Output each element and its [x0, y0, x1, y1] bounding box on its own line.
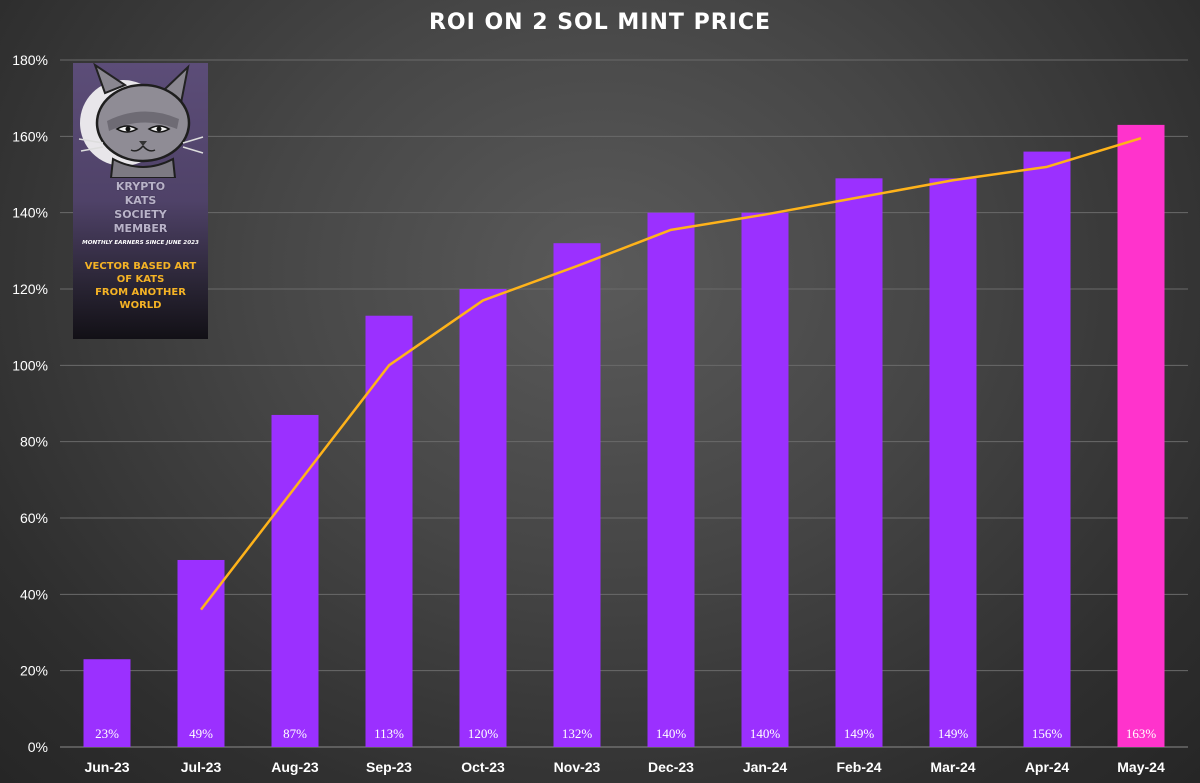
x-tick-label: Apr-24 [1025, 759, 1070, 775]
bar [835, 178, 883, 748]
x-axis-ticks: Jun-23 Jul-23 Aug-23 Sep-23 Oct-23 Nov-23 Dec-… [84, 759, 1165, 775]
y-tick-label: 140% [12, 205, 48, 221]
promo-description: VECTOR BASED ART OF KATS FROM ANOTHER WO… [84, 261, 197, 311]
trend-line [200, 137, 1142, 611]
x-tick-label: Jan-24 [743, 759, 788, 775]
x-tick-label: Mar-24 [930, 759, 975, 775]
promo-card: KRYPTO KATS SOCIETY MEMBER MONTHLY EARNE… [73, 63, 208, 339]
y-tick-label: 120% [12, 281, 48, 297]
data-label: 149% [844, 726, 875, 741]
y-tick-label: 20% [20, 663, 48, 679]
x-tick-label: Feb-24 [836, 759, 881, 775]
y-tick-label: 160% [12, 128, 48, 144]
data-label: 120% [468, 726, 499, 741]
bar [271, 414, 319, 747]
y-tick-label: 60% [20, 510, 48, 526]
data-label: 113% [374, 726, 404, 741]
y-axis-ticks: 0% 20% 40% 60% 80% 100% 120% 140% 160% 180% [12, 52, 48, 755]
x-tick-label: Aug-23 [271, 759, 319, 775]
data-label: 163% [1126, 726, 1157, 741]
bar [459, 289, 507, 747]
bar [365, 315, 413, 747]
data-label: 132% [562, 726, 593, 741]
y-tick-label: 0% [28, 739, 48, 755]
bar [1117, 124, 1165, 748]
cat-face-icon [78, 63, 204, 178]
trend-line-path [200, 137, 1142, 611]
y-tick-label: 180% [12, 52, 48, 68]
x-tick-label: Oct-23 [461, 759, 505, 775]
data-label: 87% [283, 726, 307, 741]
x-tick-label: Jul-23 [181, 759, 222, 775]
data-label: 140% [656, 726, 687, 741]
y-tick-label: 100% [12, 357, 48, 373]
data-label: 149% [938, 726, 969, 741]
bar [741, 212, 789, 747]
x-tick-label: Jun-23 [84, 759, 129, 775]
bar [83, 659, 131, 747]
y-tick-label: 80% [20, 434, 48, 450]
bars [83, 124, 1165, 748]
x-tick-label: Dec-23 [648, 759, 694, 775]
data-label: 49% [189, 726, 213, 741]
x-tick-label: Nov-23 [554, 759, 601, 775]
x-tick-label: Sep-23 [366, 759, 412, 775]
data-label: 140% [750, 726, 781, 741]
data-label: 156% [1032, 726, 1063, 741]
bar [553, 243, 601, 747]
bar [929, 178, 977, 748]
x-tick-label: May-24 [1117, 759, 1165, 775]
promo-tagline: MONTHLY EARNERS SINCE JUNE 2023 [82, 240, 199, 246]
data-labels: 23% 49% 87% 113% 120% 132% 140% 140% 149% 149% 156… [95, 726, 1156, 741]
y-tick-label: 40% [20, 586, 48, 602]
grid-lines [60, 59, 1188, 748]
bar [1023, 151, 1071, 748]
promo-brand-text: KRYPTO KATS SOCIETY MEMBER [113, 180, 168, 235]
data-label: 23% [95, 726, 119, 741]
chart-title: ROI ON 2 SOL MINT PRICE [428, 10, 772, 35]
bar [647, 212, 695, 747]
